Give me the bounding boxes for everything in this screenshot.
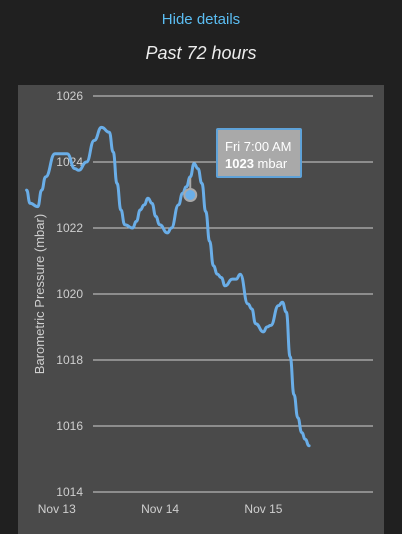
x-tick-labels: Nov 13 Nov 14 Nov 15 — [38, 502, 283, 516]
x-tick-label: Nov 14 — [141, 502, 179, 516]
y-tick-label: 1020 — [56, 287, 83, 301]
x-tick-label: Nov 13 — [38, 502, 76, 516]
y-tick-label: 1014 — [56, 485, 83, 499]
plot-area — [18, 85, 384, 534]
range-title: Past 72 hours — [145, 43, 257, 63]
tooltip-reading: 1023 mbar — [225, 155, 300, 172]
tooltip-value: 1023 — [225, 156, 254, 171]
y-axis-title: Barometric Pressure (mbar) — [32, 214, 47, 374]
y-tick-label: 1026 — [56, 89, 83, 103]
highlight-point[interactable] — [183, 188, 198, 202]
x-tick-label: Nov 15 — [244, 502, 282, 516]
y-tick-label: 1016 — [56, 419, 83, 433]
hide-details-link[interactable]: Hide details — [161, 11, 241, 28]
tooltip-unit: mbar — [253, 156, 288, 171]
pressure-series-line — [25, 125, 311, 448]
y-tick-label: 1018 — [56, 353, 83, 367]
data-tooltip: Fri 7:00 AM 1023 mbar — [216, 128, 302, 178]
tooltip-time: Fri 7:00 AM — [225, 139, 292, 154]
y-tick-label: 1022 — [56, 221, 83, 235]
